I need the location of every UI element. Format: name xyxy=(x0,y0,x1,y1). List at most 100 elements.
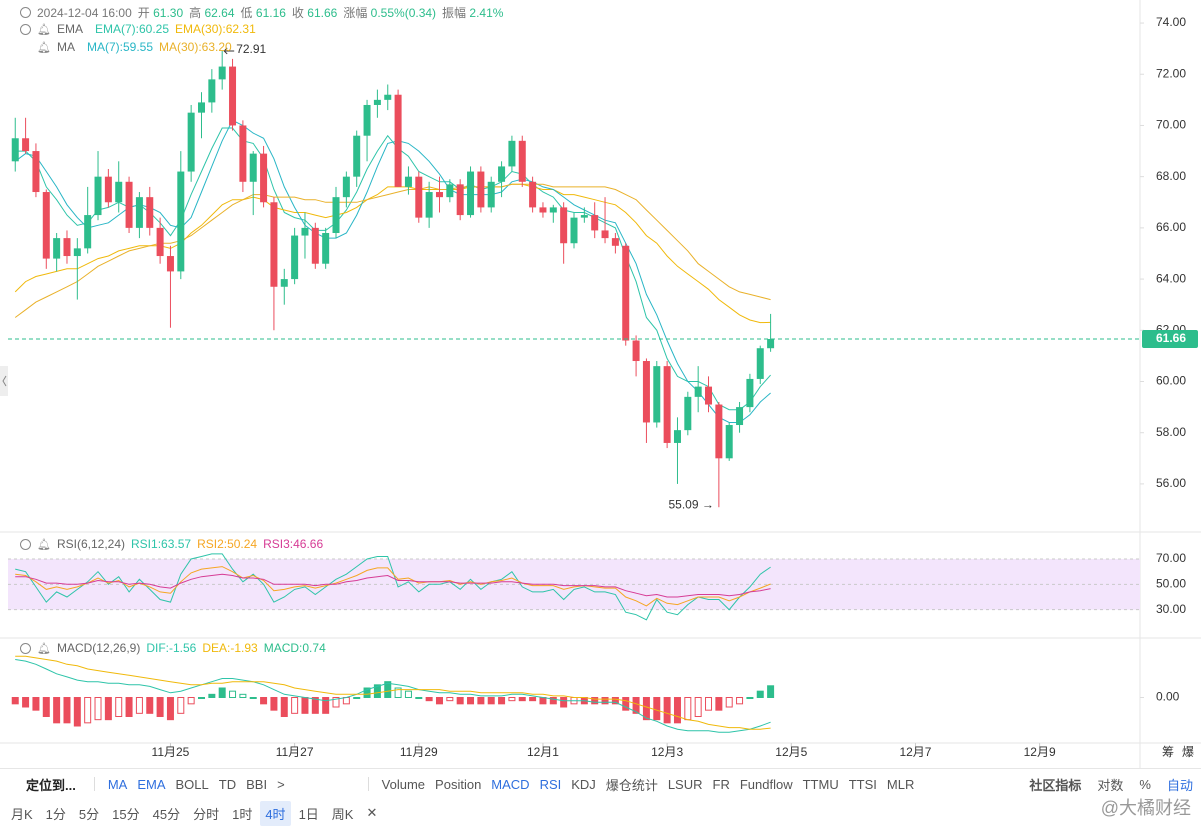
toolbar-item[interactable]: MACD xyxy=(491,776,530,792)
candle-body xyxy=(229,66,237,126)
side-label: 筹 xyxy=(1162,745,1174,759)
macd-bar xyxy=(229,690,237,699)
macd-bar xyxy=(135,697,143,714)
alert-icon[interactable]: 🔔︎ xyxy=(37,538,51,551)
macd-bar xyxy=(498,697,506,705)
locate-button[interactable]: 定位到... xyxy=(26,777,76,793)
toolbar-item[interactable]: BBI xyxy=(246,776,268,792)
candle-body xyxy=(125,181,133,228)
macd-bar xyxy=(332,697,340,708)
toolbar-item[interactable]: TTSI xyxy=(848,776,877,792)
toolbar-item[interactable]: 分时 xyxy=(193,806,220,822)
toolbar-item[interactable]: Fundflow xyxy=(739,776,793,792)
toolbar-item[interactable]: 4时 xyxy=(260,800,291,826)
candle-body xyxy=(260,153,268,203)
collapse-icon[interactable] xyxy=(20,23,31,35)
macd-bar xyxy=(177,697,185,714)
y-tick-label: 66.00 xyxy=(1156,220,1186,234)
toolbar-item[interactable]: 5分 xyxy=(78,806,100,822)
candle-body xyxy=(498,166,506,182)
watermark: @大橘财经 xyxy=(1100,798,1191,818)
toolbar-item[interactable]: KDJ xyxy=(571,776,596,792)
toolbar-item[interactable]: 1时 xyxy=(232,806,253,822)
macd-bar xyxy=(673,697,681,724)
candle-body xyxy=(156,227,164,257)
x-tick-label: 11月29 xyxy=(400,745,438,759)
macd-bar xyxy=(115,697,123,717)
candle-body xyxy=(22,138,30,152)
candle-body xyxy=(73,248,81,257)
candle-body xyxy=(84,215,92,249)
toolbar-item[interactable]: RSI xyxy=(539,776,562,792)
toolbar-item[interactable]: FR xyxy=(712,776,730,792)
candle-body xyxy=(363,104,371,136)
macd-bar xyxy=(425,697,433,702)
candle-body xyxy=(767,338,775,349)
macd-line xyxy=(15,655,771,730)
toolbar-item[interactable]: 对数 xyxy=(1097,777,1124,793)
toolbar-item[interactable]: 45分 xyxy=(152,806,181,822)
toolbar-item[interactable]: Volume xyxy=(381,776,426,792)
macd-bar xyxy=(446,697,454,702)
x-tick-label: 12月5 xyxy=(775,745,807,759)
rsi-line xyxy=(15,573,771,598)
toolbar-item[interactable]: 周K xyxy=(331,806,354,822)
macd-bar xyxy=(301,697,309,714)
macd-bar xyxy=(291,697,299,714)
toolbar-item[interactable]: 社区指标 xyxy=(1029,777,1082,793)
collapse-icon[interactable] xyxy=(20,7,31,18)
alert-icon[interactable]: 🔔︎ xyxy=(37,23,51,36)
alert-icon[interactable]: 🔔︎ xyxy=(37,41,51,54)
candle-body xyxy=(508,140,516,167)
collapse-arrow xyxy=(0,366,8,396)
macd-bar xyxy=(280,697,288,717)
toolbar-item[interactable]: MLR xyxy=(886,776,915,792)
toolbar-item[interactable]: 15分 xyxy=(112,806,140,822)
macd-bar xyxy=(187,697,195,705)
y-tick-label: 72.00 xyxy=(1156,66,1186,80)
macd-bar xyxy=(94,697,102,721)
toolbar-item[interactable]: BOLL xyxy=(175,776,209,792)
group-name: EMA xyxy=(56,22,83,36)
toolbar-item[interactable]: EMA xyxy=(137,776,166,792)
toolbar-item[interactable]: 爆仓统计 xyxy=(605,777,658,793)
toolbar-item[interactable]: 1分 xyxy=(45,806,66,822)
candle-body xyxy=(560,207,568,244)
toolbar-item[interactable]: 自动 xyxy=(1166,777,1193,793)
header-field: 开 61.30 xyxy=(138,4,183,21)
y-tick-label: 0.00 xyxy=(1156,690,1180,704)
alert-icon[interactable]: 🔔︎ xyxy=(37,642,51,655)
macd-bar xyxy=(166,697,174,721)
y-tick-label: 56.00 xyxy=(1156,476,1186,490)
toolbar-item[interactable]: % xyxy=(1139,776,1151,792)
collapse-icon[interactable] xyxy=(20,642,31,654)
candle-body xyxy=(467,171,475,216)
toolbar-item[interactable]: LSUR xyxy=(667,776,703,792)
toolbar-item[interactable]: 1日 xyxy=(298,806,319,822)
toolbar-item[interactable]: > xyxy=(277,776,285,792)
collapse-icon[interactable] xyxy=(20,538,31,550)
toolbar-item[interactable]: Position xyxy=(435,776,482,792)
macd-bar xyxy=(653,697,661,721)
toolbar-item[interactable]: TD xyxy=(218,776,237,792)
toolbar-item[interactable]: 月K xyxy=(11,806,33,822)
macd-bar xyxy=(249,697,257,699)
macd-bar xyxy=(756,690,764,699)
toolbar-item[interactable]: TTMU xyxy=(802,776,839,792)
candle-body xyxy=(663,366,671,443)
macd-bar xyxy=(270,697,278,711)
field-label: 低 xyxy=(240,6,253,20)
candle-body xyxy=(611,238,619,246)
candle-body xyxy=(332,197,340,233)
candle-body xyxy=(404,176,412,187)
high-label: 72.91 xyxy=(236,42,266,56)
macd-bar xyxy=(22,697,30,708)
candle-body xyxy=(446,184,454,198)
macd-bar xyxy=(218,687,226,698)
toolbar-item[interactable]: MA xyxy=(107,776,128,792)
toolbar-item[interactable]: ✕ xyxy=(366,805,378,820)
macd-bar xyxy=(746,697,754,699)
macd-bar xyxy=(477,697,485,705)
macd-bar xyxy=(435,697,443,705)
macd-bar xyxy=(322,697,330,714)
